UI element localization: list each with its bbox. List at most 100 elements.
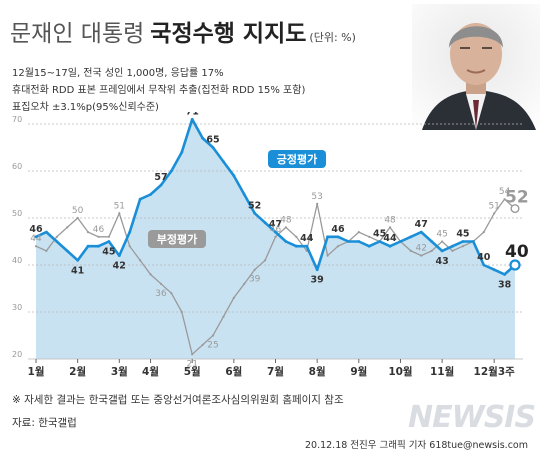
x-tick-label: 4월: [142, 365, 159, 378]
negative-point: [326, 254, 329, 257]
negative-point: [243, 282, 246, 285]
negative-series-label: 부정평가: [157, 232, 197, 246]
positive-point: [357, 240, 361, 243]
y-tick-label: 20: [12, 350, 22, 359]
positive-value-label: 44: [300, 233, 314, 244]
positive-value-label: 40: [477, 252, 491, 263]
x-tick-label: 8월: [309, 365, 326, 378]
positive-point: [263, 221, 267, 225]
negative-point: [368, 235, 371, 238]
positive-point: [45, 230, 48, 234]
negative-point: [420, 254, 423, 257]
negative-point: [149, 273, 152, 276]
source-label: 자료: 한국갤럽: [12, 417, 77, 429]
positive-point: [274, 230, 277, 234]
positive-value-label: 45: [456, 229, 469, 240]
x-tick-label: 10월: [388, 365, 412, 378]
positive-point: [461, 240, 465, 243]
negative-point: [441, 240, 444, 243]
x-tick-label: 3월: [111, 365, 128, 378]
negative-point: [263, 259, 267, 262]
positive-value-label: 46: [29, 224, 43, 235]
negative-point: [159, 282, 163, 285]
positive-value-label: 38: [498, 279, 512, 290]
negative-point: [66, 226, 69, 229]
positive-point: [159, 183, 163, 187]
negative-point: [232, 296, 235, 299]
positive-point: [409, 235, 413, 239]
positive-point: [211, 146, 215, 149]
negative-value-label: 52: [505, 188, 529, 208]
positive-point: [107, 240, 111, 243]
positive-value-label: 46: [331, 224, 345, 235]
positive-area: [36, 119, 515, 359]
negative-value-label: 54: [499, 187, 511, 197]
y-tick-label: 40: [12, 256, 22, 265]
positive-end-marker: [509, 259, 521, 271]
unit-label: (단위: %): [309, 31, 356, 44]
positive-point: [399, 240, 402, 243]
positive-point: [284, 240, 288, 243]
negative-point: [461, 245, 465, 248]
positive-point: [169, 169, 173, 173]
positive-point: [326, 235, 329, 239]
credit-line: 20.12.18 전진우 그래픽 기자 618tue@newsis.com: [304, 440, 528, 451]
y-tick-label: 70: [12, 115, 22, 124]
positive-value-label: 45: [373, 229, 386, 240]
positive-value-label: 47: [269, 219, 282, 230]
positive-value-label: 45: [102, 247, 115, 258]
positive-point: [242, 193, 246, 196]
negative-series-tag: 부정평가: [148, 230, 206, 248]
x-tick-label: 6월: [225, 365, 242, 378]
positive-point: [201, 136, 205, 140]
positive-point: [346, 240, 350, 243]
positive-value-label: 52: [248, 200, 261, 211]
positive-value-label: 41: [71, 265, 84, 276]
positive-point: [388, 244, 392, 248]
survey-info-line: 12월15~17일, 전국 성인 1,000명, 응답률 17%: [12, 68, 224, 79]
negative-point: [336, 245, 340, 248]
negative-point: [170, 292, 173, 295]
positive-value-label: 43: [435, 256, 448, 267]
negative-point: [107, 235, 110, 238]
negative-point: [388, 226, 392, 229]
negative-value-label: 25: [207, 341, 218, 351]
negative-point: [316, 202, 319, 205]
negative-point: [34, 245, 38, 248]
negative-value-label: 51: [114, 201, 125, 211]
negative-value-label: 50: [72, 206, 84, 216]
positive-point: [117, 254, 121, 257]
positive-series-label: 긍정평가: [277, 152, 317, 166]
watermark: NEWSIS: [408, 400, 536, 435]
positive-series-tag: 긍정평가: [268, 150, 326, 168]
positive-point: [451, 244, 454, 248]
negative-point: [191, 353, 194, 356]
positive-point: [138, 197, 142, 201]
negative-point: [45, 249, 48, 252]
positive-point: [180, 150, 184, 154]
positive-point: [367, 244, 371, 248]
negative-value-label: 48: [384, 215, 396, 225]
x-tick-label: 7월: [267, 365, 284, 378]
positive-value-label: 40: [505, 242, 529, 262]
negative-point: [55, 235, 58, 238]
positive-point: [232, 174, 236, 178]
negative-point: [211, 334, 215, 337]
positive-point: [149, 193, 152, 196]
positive-point: [55, 240, 59, 243]
positive-point: [419, 230, 423, 234]
title-bold: 국정수행 지지도: [150, 21, 307, 47]
y-tick-label: 60: [12, 162, 22, 171]
x-tick-label: 5월: [184, 365, 201, 378]
negative-value-label: 53: [311, 192, 322, 202]
positive-point: [440, 249, 444, 253]
negative-point: [139, 259, 142, 262]
negative-value-label: 46: [270, 225, 282, 235]
positive-point: [482, 263, 486, 267]
positive-value-label: 39: [311, 275, 324, 286]
negative-value-label: 39: [249, 275, 261, 285]
x-tick-label: 2월: [69, 365, 86, 378]
positive-point: [492, 268, 496, 272]
negative-point: [295, 235, 298, 238]
negative-point: [253, 268, 256, 271]
